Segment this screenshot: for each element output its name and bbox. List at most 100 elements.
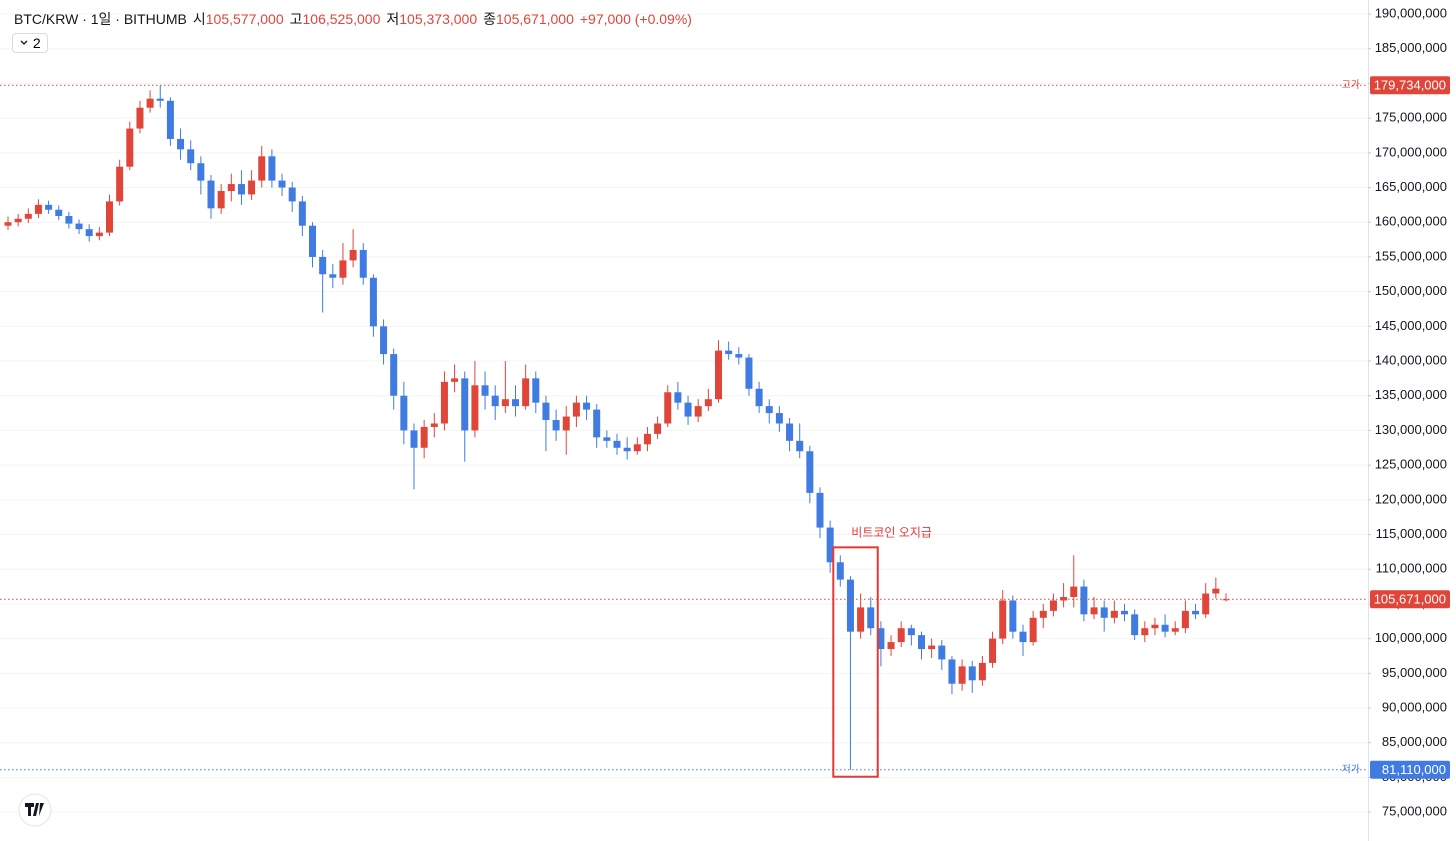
candle-body [288, 187, 296, 202]
candle-body [674, 392, 682, 403]
candle-body [1019, 631, 1027, 643]
y-tick-label: 140,000,000 [1375, 352, 1447, 367]
candle-body [1090, 607, 1098, 615]
candle-body [826, 527, 834, 563]
candle-body [1222, 599, 1230, 601]
header: BTC/KRW · 1일 · BITHUMB 시105,577,000 고106,5… [14, 9, 692, 29]
indicator-toggle[interactable]: 2 [12, 33, 48, 53]
y-tick-label: 150,000,000 [1375, 283, 1447, 298]
y-tick-label: 160,000,000 [1375, 214, 1447, 229]
candle-body [958, 666, 966, 684]
candle-body [126, 128, 134, 167]
candle-body [765, 406, 773, 414]
candle-body [755, 388, 763, 407]
chevron-icon [20, 40, 28, 45]
candle-body [562, 416, 570, 431]
candle-body [278, 180, 286, 188]
y-tick-label: 125,000,000 [1375, 457, 1447, 472]
candle-body [1192, 610, 1200, 615]
price-tag [1370, 760, 1450, 779]
candle-body [633, 444, 641, 452]
candle-body [532, 378, 540, 403]
price-tag [1370, 590, 1450, 609]
candle-body [877, 628, 885, 650]
candle-body [542, 402, 550, 421]
candle-body [522, 378, 530, 407]
candle-body [400, 395, 408, 431]
grid [0, 13, 1368, 813]
y-tick-label: 120,000,000 [1375, 491, 1447, 506]
candle-body [806, 451, 814, 493]
candle-body [136, 107, 144, 129]
candle-body [948, 659, 956, 684]
candle-body [1060, 596, 1068, 601]
candle-body [197, 163, 205, 181]
candle-body [1080, 586, 1088, 615]
price-line-label: 고가 [1342, 79, 1360, 91]
candle-body [816, 492, 824, 528]
candle-body [694, 406, 702, 417]
price-tag [1370, 76, 1450, 95]
candle-body [481, 385, 489, 396]
candle-body [1141, 628, 1149, 636]
candle-body [623, 447, 631, 452]
candle-body [867, 607, 875, 629]
candle-body [735, 354, 743, 358]
candle-body [897, 628, 905, 643]
candle-body [55, 209, 63, 216]
y-tick-label: 115,000,000 [1376, 526, 1447, 541]
candle-body [593, 409, 601, 438]
candle-body [907, 628, 915, 636]
price-tag-label: 81,110,000 [1382, 762, 1446, 777]
candle-body [643, 433, 651, 445]
candle-body [1171, 628, 1179, 632]
candle-body [34, 204, 42, 214]
candle-body [106, 201, 113, 233]
candle-body [978, 662, 986, 681]
indicator-count: 2 [32, 35, 41, 51]
y-tick-label: 135,000,000 [1375, 387, 1447, 402]
candle-body [1039, 610, 1047, 618]
candle-body [684, 402, 692, 417]
y-tick-label: 175,000,000 [1375, 110, 1447, 125]
legend-key: 시 [192, 11, 206, 27]
candle-body [339, 260, 347, 278]
candle-body [471, 385, 479, 431]
price-tag-label: 179,734,000 [1374, 78, 1446, 93]
candle-body [156, 98, 164, 101]
price-line-label: 저가 [1342, 763, 1360, 775]
candle-body [613, 440, 621, 448]
candle-body [968, 666, 976, 681]
legend-key: 고 [289, 11, 303, 27]
candle-body [217, 190, 225, 209]
candle-body [552, 420, 560, 431]
candle-body [704, 399, 712, 407]
candle-body [14, 218, 22, 223]
y-tick-label: 130,000,000 [1375, 422, 1447, 437]
y-tick-label: 100,000,000 [1375, 630, 1447, 645]
candle-body [796, 440, 804, 452]
legend-value: 105,671,000 [496, 11, 574, 27]
candle-body [1029, 617, 1037, 643]
candle-body [664, 392, 672, 424]
candle-body [654, 423, 662, 434]
candle-body [999, 600, 1007, 639]
candle-body [745, 357, 753, 389]
candle-body [918, 635, 925, 650]
candle-body [237, 184, 245, 195]
candle-body [775, 413, 783, 424]
candle-body [1121, 610, 1128, 615]
candle-body [1202, 593, 1210, 615]
candle-body [45, 204, 53, 210]
candle-body [846, 579, 854, 632]
candle-body [227, 184, 235, 191]
candle-body [187, 149, 195, 164]
candle-body [95, 232, 103, 237]
y-tick-label: 145,000,000 [1375, 318, 1447, 333]
y-tick-label: 190,000,000 [1375, 5, 1447, 20]
candle-body [836, 562, 844, 580]
y-tick-label: 85,000,000 [1382, 734, 1447, 749]
candle-body [501, 399, 509, 407]
y-tick-label: 110,000,000 [1376, 561, 1447, 576]
candle-body [298, 201, 306, 226]
